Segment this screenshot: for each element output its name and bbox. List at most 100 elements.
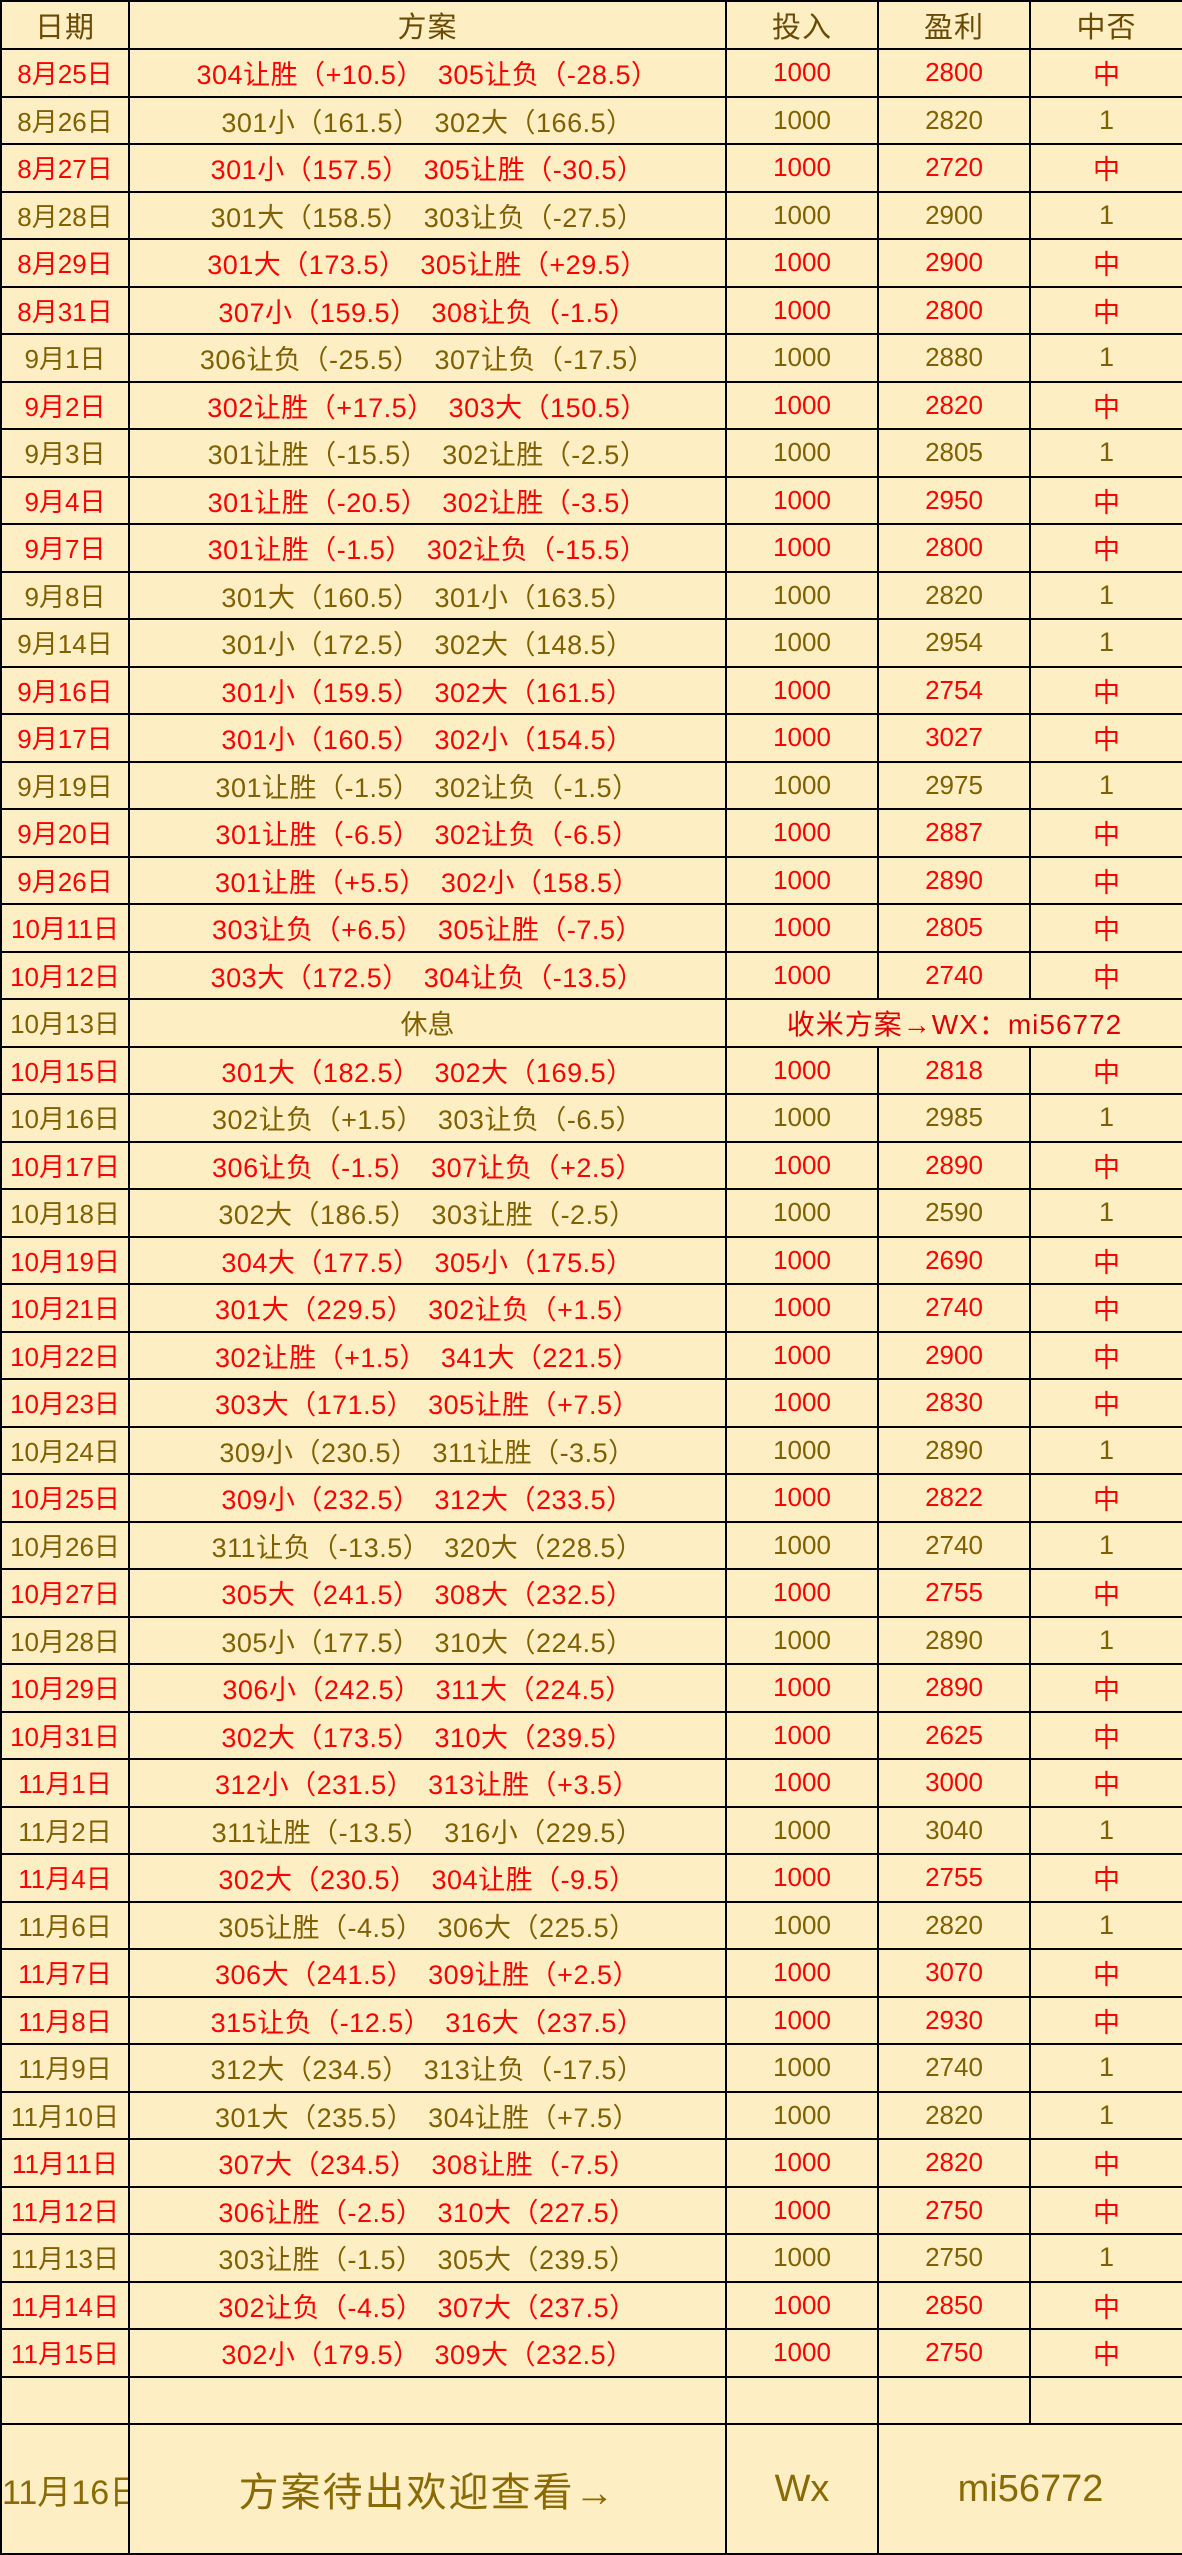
column-header-profit: 盈利 xyxy=(877,0,1031,50)
cell-hit: 中 xyxy=(1029,855,1182,905)
cell-stake: 1000 xyxy=(725,1948,879,1998)
cell-hit: 中 xyxy=(1029,808,1182,858)
cell-date: 10月18日 xyxy=(0,1188,130,1238)
cell-date: 8月25日 xyxy=(0,48,130,98)
cell-profit: 3027 xyxy=(877,713,1031,763)
cell-profit: 2820 xyxy=(877,2090,1031,2140)
table-body: 8月25日 304让胜（+10.5） 305让负（-28.5） 1000 2800 中 8… xyxy=(0,48,1182,2425)
table-row: 9月19日 301让胜（-1.5） 302让负（-1.5） 1000 2975 1 xyxy=(0,760,1182,810)
cell-stake: 1000 xyxy=(725,1330,879,1380)
cell-profit: 2890 xyxy=(877,855,1031,905)
cell-plan: 303让胜（-1.5） 305大（239.5） xyxy=(128,2233,727,2283)
promo-banner[interactable]: 收米方案→WX：mi56772 xyxy=(725,998,1182,1048)
cell-stake: 1000 xyxy=(725,1568,879,1618)
cell-hit: 1 xyxy=(1029,1615,1182,1665)
table-row: 8月28日 301大（158.5） 303让负（-27.5） 1000 2900 1 xyxy=(0,190,1182,240)
cell-plan: 301让胜（-6.5） 302让负（-6.5） xyxy=(128,808,727,858)
cell-hit: 中 xyxy=(1029,143,1182,193)
cell-stake: 1000 xyxy=(725,1093,879,1143)
cell-profit: 2720 xyxy=(877,143,1031,193)
cell-profit: 3040 xyxy=(877,1805,1031,1855)
table-footer: 11月16日 方案待出欢迎查看→ Wx mi56772 xyxy=(0,2423,1182,2555)
cell-stake: 1000 xyxy=(725,2328,879,2378)
cell-stake: 1000 xyxy=(725,1140,879,1190)
cell-plan: 302让胜（+1.5） 341大（221.5） xyxy=(128,1330,727,1380)
cell-stake: 1000 xyxy=(725,2090,879,2140)
table-row: 9月20日 301让胜（-6.5） 302让负（-6.5） 1000 2887 中 xyxy=(0,808,1182,858)
cell-profit: 2822 xyxy=(877,1473,1031,1523)
cell-stake: 1000 xyxy=(725,665,879,715)
cell-profit: 2820 xyxy=(877,570,1031,620)
cell-hit: 中 xyxy=(1029,1663,1182,1713)
cell-profit: 2820 xyxy=(877,1900,1031,1950)
cell-date: 11月8日 xyxy=(0,1995,130,2045)
cell-stake: 1000 xyxy=(725,1045,879,1095)
cell-plan: 306让胜（-2.5） 310大（227.5） xyxy=(128,2185,727,2235)
cell-hit: 中 xyxy=(1029,48,1182,98)
cell-plan: 311让胜（-13.5） 316小（229.5） xyxy=(128,1805,727,1855)
cell-date: 10月15日 xyxy=(0,1045,130,1095)
cell-date: 10月24日 xyxy=(0,1425,130,1475)
cell-stake: 1000 xyxy=(725,190,879,240)
cell-profit: 2750 xyxy=(877,2233,1031,2283)
cell-profit: 2820 xyxy=(877,380,1031,430)
cell-plan: 301让胜（-20.5） 302让胜（-3.5） xyxy=(128,475,727,525)
cell-stake: 1000 xyxy=(725,570,879,620)
cell-date: 11月2日 xyxy=(0,1805,130,1855)
cell-date: 11月15日 xyxy=(0,2328,130,2378)
cell-stake: 1000 xyxy=(725,1995,879,2045)
cell-hit: 1 xyxy=(1029,570,1182,620)
cell-hit: 中 xyxy=(1029,2328,1182,2378)
cell-rest-label: 休息 xyxy=(128,998,727,1048)
cell-hit: 1 xyxy=(1029,190,1182,240)
cell-profit: 2900 xyxy=(877,190,1031,240)
cell-hit: 1 xyxy=(1029,760,1182,810)
cell-profit: 2590 xyxy=(877,1188,1031,1238)
cell-stake: 1000 xyxy=(725,903,879,953)
table-row: 8月31日 307小（159.5） 308让负（-1.5） 1000 2800 中 xyxy=(0,285,1182,335)
cell-plan: 312大（234.5） 313让负（-17.5） xyxy=(128,2043,727,2093)
cell-date: 9月7日 xyxy=(0,523,130,573)
cell-profit: 2755 xyxy=(877,1568,1031,1618)
cell-stake: 1000 xyxy=(725,1710,879,1760)
cell-plan: 301小（157.5） 305让胜（-30.5） xyxy=(128,143,727,193)
cell-hit: 1 xyxy=(1029,1093,1182,1143)
cell-plan: 307小（159.5） 308让负（-1.5） xyxy=(128,285,727,335)
cell-date: 11月6日 xyxy=(0,1900,130,1950)
table-row: 9月3日 301让胜（-15.5） 302让胜（-2.5） 1000 2805 1 xyxy=(0,428,1182,478)
cell-stake: 1000 xyxy=(725,855,879,905)
cell-plan: 311让负（-13.5） 320大（228.5） xyxy=(128,1520,727,1570)
table-row: 11月12日 306让胜（-2.5） 310大（227.5） 1000 2750 中 xyxy=(0,2185,1182,2235)
footer-plan-note: 方案待出欢迎查看→ xyxy=(128,2423,727,2555)
cell-plan: 302让负（+1.5） 303让负（-6.5） xyxy=(128,1093,727,1143)
table-row: 10月11日 303让负（+6.5） 305让胜（-7.5） 1000 2805 中 xyxy=(0,903,1182,953)
header-row: 日期 方案 投入 盈利 中否 xyxy=(0,0,1182,50)
cell-hit: 1 xyxy=(1029,2043,1182,2093)
cell-date: 11月12日 xyxy=(0,2185,130,2235)
cell-plan: 301让胜（-1.5） 302让负（-1.5） xyxy=(128,760,727,810)
cell-profit: 2800 xyxy=(877,285,1031,335)
table-row: 10月22日 302让胜（+1.5） 341大（221.5） 1000 2900 中 xyxy=(0,1330,1182,1380)
cell-date: 11月4日 xyxy=(0,1853,130,1903)
cell-date: 10月31日 xyxy=(0,1710,130,1760)
cell-stake: 1000 xyxy=(725,333,879,383)
cell-date: 10月17日 xyxy=(0,1140,130,1190)
cell-date: 10月19日 xyxy=(0,1235,130,1285)
cell-hit: 1 xyxy=(1029,2090,1182,2140)
table-row: 11月8日 315让负（-12.5） 316大（237.5） 1000 2930 中 xyxy=(0,1995,1182,2045)
cell-profit: 2690 xyxy=(877,1235,1031,1285)
cell-date: 9月1日 xyxy=(0,333,130,383)
cell-profit: 2900 xyxy=(877,238,1031,288)
cell-date: 10月21日 xyxy=(0,1283,130,1333)
table-row: 11月10日 301大（235.5） 304让胜（+7.5） 1000 2820 1 xyxy=(0,2090,1182,2140)
cell-hit: 中 xyxy=(1029,1995,1182,2045)
table-row: 10月12日 303大（172.5） 304让负（-13.5） 1000 2740 中 xyxy=(0,950,1182,1000)
cell-stake: 1000 xyxy=(725,2138,879,2188)
cell-date: 10月22日 xyxy=(0,1330,130,1380)
cell-hit: 中 xyxy=(1029,1853,1182,1903)
column-header-hit: 中否 xyxy=(1029,0,1182,50)
cell-hit: 中 xyxy=(1029,1045,1182,1095)
cell-stake: 1000 xyxy=(725,2280,879,2330)
cell-plan: 306让负（-25.5） 307让负（-17.5） xyxy=(128,333,727,383)
cell-profit: 2890 xyxy=(877,1615,1031,1665)
